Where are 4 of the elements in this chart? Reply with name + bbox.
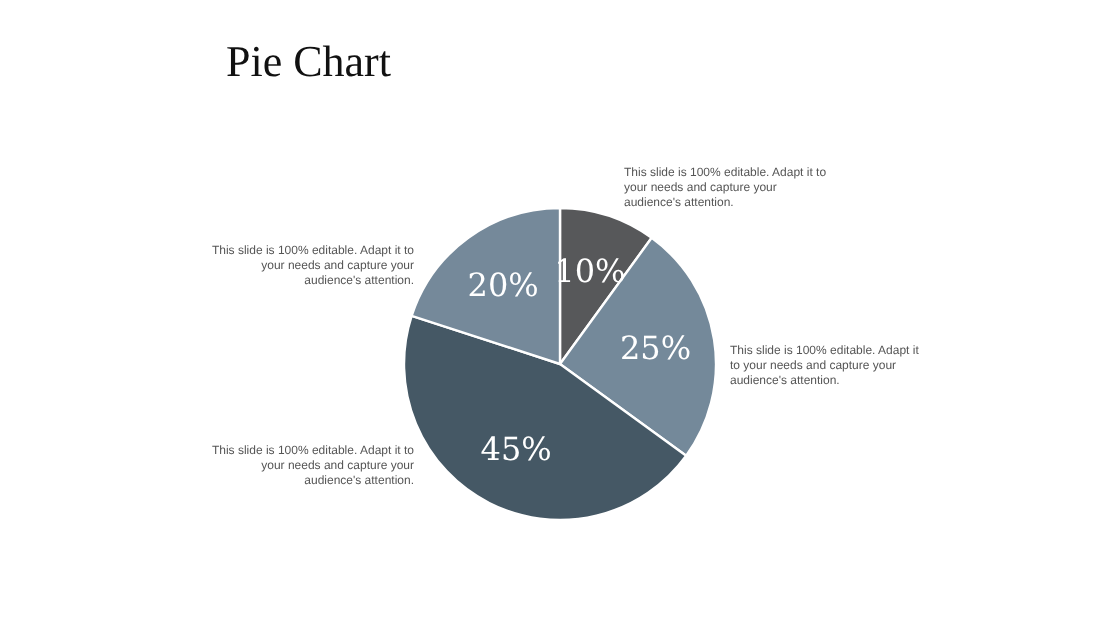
chart-title: Pie Chart bbox=[226, 36, 391, 86]
data-label: 25% bbox=[619, 328, 692, 367]
data-label: 20% bbox=[467, 265, 539, 304]
data-label: 45% bbox=[480, 430, 552, 469]
